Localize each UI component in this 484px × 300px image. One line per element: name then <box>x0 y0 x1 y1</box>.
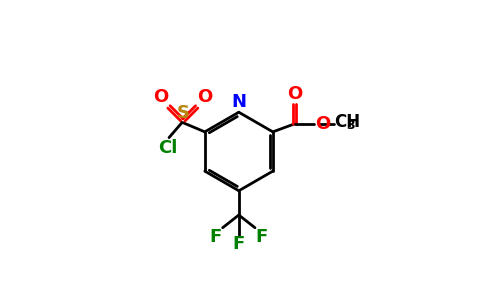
Text: O: O <box>315 115 330 133</box>
Text: F: F <box>233 236 245 253</box>
Text: F: F <box>210 228 222 246</box>
Text: Cl: Cl <box>158 139 178 157</box>
Text: O: O <box>197 88 212 106</box>
Text: 3: 3 <box>346 119 355 132</box>
Text: F: F <box>256 228 268 246</box>
Text: CH: CH <box>334 113 361 131</box>
Text: N: N <box>231 93 246 111</box>
Text: O: O <box>153 88 168 106</box>
Text: O: O <box>287 85 302 103</box>
Text: S: S <box>176 104 189 122</box>
